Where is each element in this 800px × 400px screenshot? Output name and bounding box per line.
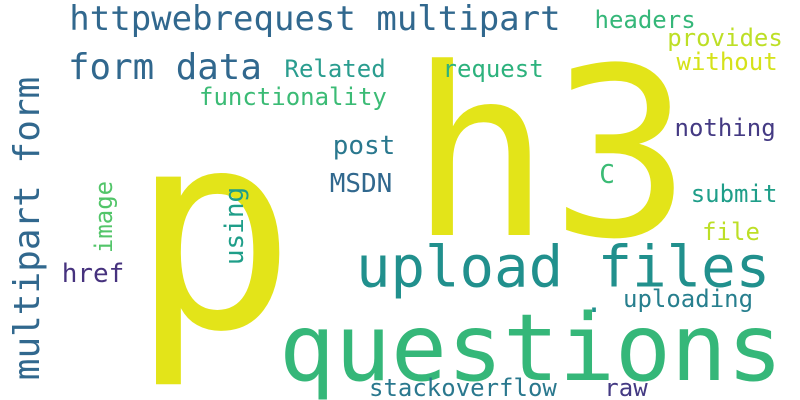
word-p: p: [130, 72, 297, 392]
word-functionality: functionality: [199, 83, 387, 111]
word-h3: h3: [409, 19, 692, 291]
word-questions: questions: [279, 294, 783, 400]
word-post: post: [332, 131, 396, 161]
word-request: request: [442, 55, 544, 83]
word-stackoverflow: stackoverflow: [369, 374, 557, 400]
word-raw: raw: [604, 374, 648, 400]
word-upload-files: upload files: [356, 233, 771, 301]
word-submit: submit: [690, 180, 778, 208]
word-related: Related: [284, 55, 386, 83]
word-using: using: [220, 186, 251, 266]
word-nothing: nothing: [674, 114, 776, 142]
word-href: href: [61, 259, 125, 289]
word-c: C: [599, 160, 615, 190]
word-msdn: MSDN: [329, 169, 393, 199]
word-image: image: [90, 180, 119, 254]
word-without: without: [676, 48, 778, 76]
word-form-data: form data: [68, 47, 262, 89]
word-provides: provides: [667, 24, 783, 52]
word-headers: headers: [594, 6, 696, 34]
word-uploading: uploading: [623, 285, 754, 313]
word-dot: .: [585, 285, 604, 320]
word-multipart-form: multipart form: [7, 76, 49, 381]
word-httpwebrequest-multipart: httpwebrequest multipart: [69, 0, 561, 39]
word-file: file: [702, 218, 760, 246]
